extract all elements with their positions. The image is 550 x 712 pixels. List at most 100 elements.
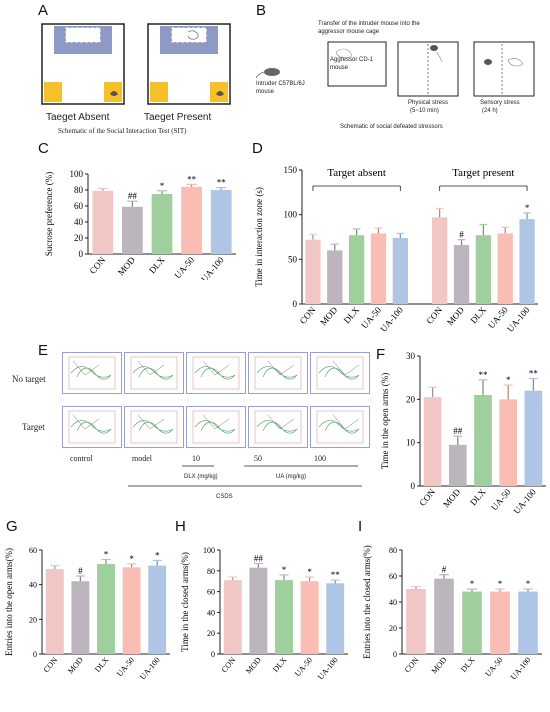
maze-track-thumb [62,406,122,448]
sensory-stress-cage [473,41,535,97]
bar [475,235,492,304]
y-tick-label: 20 [406,394,416,404]
maze-track-thumb [310,406,370,448]
x-tick-label: CON [87,254,107,275]
y-axis-label: Time in the open arms (%) [380,373,390,469]
x-tick-label: MOD [441,486,462,509]
physical-stress-cage [397,41,459,97]
maze-track-thumb [186,406,246,448]
chart-closed-arms-time: 0 20 40 60 80 100 Time in the closed arms(%) CO… [180,546,348,682]
bar [434,578,454,654]
bar [423,397,442,486]
x-tick-label: CON [403,655,421,674]
panel-label-a: A [38,2,49,19]
x-tick-label: DLX [468,304,488,325]
col-label-10: 10 [192,454,200,463]
x-tick-label: UA-100 [138,656,162,682]
x-tick-label: CON [298,304,318,325]
significance-mark: * [155,550,160,560]
bar [462,591,482,654]
panel-label-c: C [38,140,49,157]
sit-absent-label: Taeget Absent [46,112,110,123]
x-tick-label: DLX [271,655,289,674]
y-tick-label: 0 [393,650,397,659]
bar [300,581,319,654]
maze-track-thumb [248,406,308,448]
bar [210,190,232,254]
significance-mark: ## [254,554,264,564]
col-label-100: 100 [314,454,326,463]
y-tick-label: 40 [74,217,84,227]
sit-arena-present [147,23,231,105]
y-tick-label: 60 [29,546,37,555]
significance-mark: * [470,579,475,589]
panel-label-e: E [38,342,49,359]
bar [275,580,293,654]
y-tick-label: 80 [207,567,215,576]
bar [148,565,167,654]
significance-mark: ** [479,370,489,380]
x-tick-label: MOD [116,254,137,277]
bar [181,186,202,254]
y-tick-label: 40 [207,608,215,617]
bar [474,395,492,486]
x-tick-label: MOD [66,655,85,675]
x-tick-label: UA-100 [316,656,340,682]
bar [497,233,513,304]
sit-present-label: Taeget Present [144,112,212,123]
x-tick-label: UA-50 [483,656,504,679]
panel-label-b: B [256,2,267,19]
significance-mark: * [160,181,165,191]
chart-closed-arms-entries: 0 20 40 60 80 Entries into the closed arms(%)… [362,545,542,682]
col-label-model: model [132,454,152,463]
significance-mark: ** [187,174,197,184]
significance-mark: ## [453,426,463,436]
significance-mark: * [307,567,312,577]
significance-mark: ** [217,178,227,188]
x-tick-label: MOD [430,655,449,675]
significance-mark: # [442,565,447,575]
bar [453,245,470,304]
y-tick-label: 40 [29,581,37,590]
bar [327,250,343,304]
y-axis-label: Time in interaction zone (s) [254,187,264,287]
y-tick-label: 0 [411,481,416,491]
bar [392,237,408,304]
bar [122,567,141,654]
x-tick-label: CON [417,486,437,507]
row-label-no-target: No target [12,374,46,384]
maze-track-thumb [310,352,370,394]
x-tick-label: DLX [468,486,488,507]
group-label: Target present [452,167,514,179]
x-tick-label: UA-50 [172,254,196,280]
bar [448,444,467,486]
maze-track-thumb [124,406,184,448]
panel-label-d: D [252,140,263,157]
physical-stress-label: Physical stress [408,100,449,106]
y-tick-label: 30 [406,351,416,361]
x-tick-label: UA-100 [505,304,532,333]
dlx-dose-label: DLX (mg/kg) [184,474,218,480]
significance-mark: ** [331,570,341,580]
sit-arena-absent [41,23,125,105]
physical-stress-time: (5~10 min) [410,108,439,114]
x-tick-label: UA-100 [511,486,538,515]
significance-mark: * [498,579,503,589]
x-tick-label: UA-50 [115,656,136,679]
x-tick-label: UA-50 [489,486,513,512]
bar [97,563,115,654]
x-tick-label: MOD [318,304,339,327]
bar [524,390,543,486]
y-tick-label: 0 [79,249,84,259]
x-tick-label: UA-100 [509,656,533,682]
y-tick-label: 80 [389,546,397,555]
maze-track-thumb [62,352,122,394]
y-tick-label: 50 [288,254,298,264]
row-label-target: Target [22,422,45,432]
ua-dose-label: UA (mg/kg) [276,474,307,480]
maze-track-thumb [186,352,246,394]
bar [348,235,365,304]
y-tick-label: 80 [74,185,84,195]
x-tick-label: MOD [445,304,466,327]
y-tick-label: 20 [29,615,37,624]
